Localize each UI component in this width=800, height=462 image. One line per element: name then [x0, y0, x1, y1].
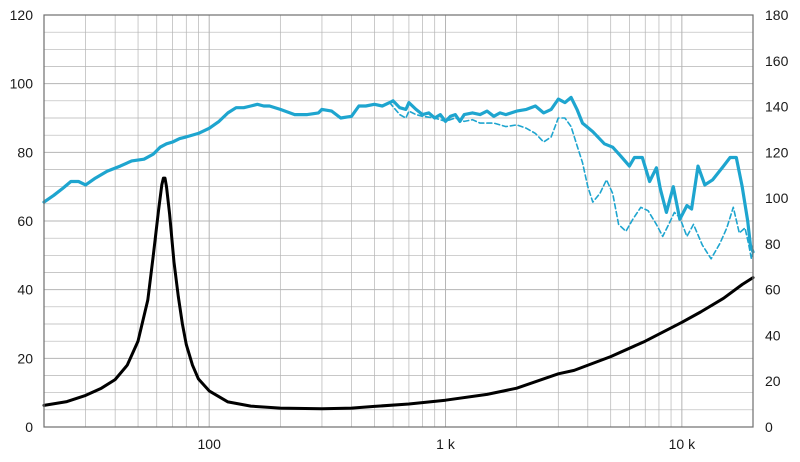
- y-right-tick-label: 0: [765, 419, 773, 435]
- series-group: [42, 95, 755, 411]
- plot-frame: [43, 14, 754, 428]
- y-left-tick-label: 20: [17, 350, 33, 366]
- x-tick-label: 100: [198, 436, 222, 452]
- right-axis-ticks: 0 20 40 60 80 100 120 140 160 180: [765, 7, 789, 435]
- series-line-1: [42, 95, 755, 254]
- y-left-tick-label: 60: [17, 213, 33, 229]
- y-right-tick-label: 180: [765, 7, 789, 23]
- left-axis-ticks: 0 20 40 60 80 100 120: [10, 7, 34, 435]
- y-left-tick-label: 120: [10, 7, 34, 23]
- y-right-tick-label: 80: [765, 236, 781, 252]
- y-right-tick-label: 120: [765, 144, 789, 160]
- y-left-tick-label: 40: [17, 282, 33, 298]
- y-right-tick-label: 160: [765, 53, 789, 69]
- y-left-tick-label: 80: [17, 144, 33, 160]
- y-right-tick-label: 100: [765, 190, 789, 206]
- y-left-tick-label: 0: [25, 419, 33, 435]
- y-right-tick-label: 20: [765, 373, 781, 389]
- grid-lines: [43, 14, 754, 428]
- y-right-tick-label: 60: [765, 282, 781, 298]
- x-tick-label: 1 k: [436, 436, 456, 452]
- y-right-tick-label: 40: [765, 327, 781, 343]
- y-left-tick-label: 100: [10, 76, 34, 92]
- x-axis-ticks: 100 1 k 10 k: [198, 436, 697, 452]
- x-tick-label: 10 k: [669, 436, 696, 452]
- series-line-2: [388, 101, 754, 260]
- series-line-3: [42, 176, 755, 411]
- y-right-tick-label: 140: [765, 99, 789, 115]
